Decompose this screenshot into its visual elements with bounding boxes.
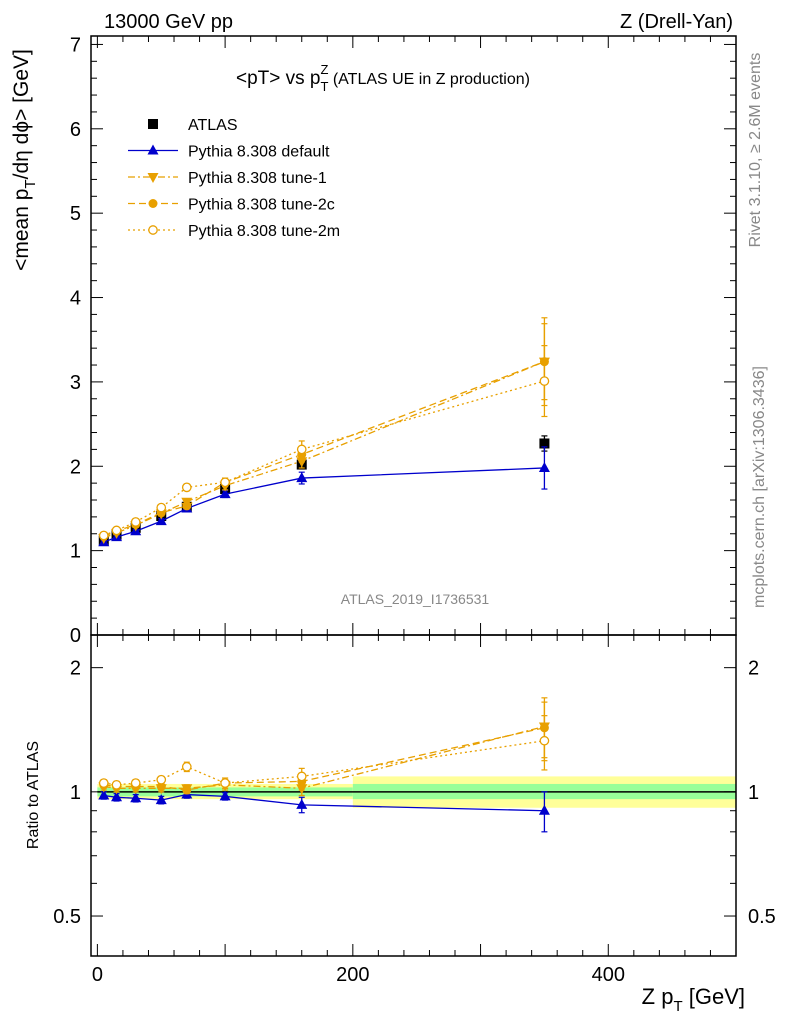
ratio-data-point: [181, 761, 192, 772]
main-data-point: [219, 488, 231, 499]
ratio-data-point: [219, 790, 231, 801]
legend-marker: [148, 199, 158, 208]
main-data-point: [296, 472, 308, 483]
main-series-2: [98, 317, 550, 544]
main-y-axis-label: <mean pT/dη dϕ> [GeV]: [10, 49, 39, 271]
main-series-line-1: [103, 467, 545, 543]
main-data-point: [111, 525, 122, 536]
main-y-tick-label: 4: [70, 288, 81, 310]
legend: ATLAS Pythia 8.308 default Pythia 8.308 tu…: [128, 117, 340, 240]
ratio-data-point: [130, 778, 141, 788]
main-data-point: [220, 477, 230, 488]
ratio-y-tick-label-left: 1: [70, 782, 81, 804]
ratio-plot-area: 0.5 0.5 1 1 2 2 0 200 400: [53, 634, 776, 986]
ratio-data-point: [156, 774, 167, 785]
collision-label: 13000 GeV pp: [104, 11, 233, 33]
main-data-point: [538, 461, 550, 472]
main-plot-title: <pT> vs pZ T (ATLAS UE in Z production): [236, 62, 530, 94]
main-series-line-2: [103, 361, 545, 539]
ratio-data-point: [538, 804, 550, 815]
x-tick-label: 400: [592, 964, 625, 986]
ratio-data-point: [98, 778, 109, 788]
analysis-watermark: ATLAS_2019_I1736531: [341, 591, 490, 607]
legend-marker: [148, 119, 158, 129]
main-y-tick-label: 0: [70, 625, 81, 647]
ratio-data-point: [296, 798, 308, 809]
main-series-line-3: [103, 361, 545, 537]
ratio-y-tick-label-right: 1: [748, 782, 759, 804]
legend-marker: [147, 173, 159, 183]
ratio-data-point: [155, 794, 167, 805]
ratio-data-point: [220, 778, 230, 788]
ratio-data-point: [539, 735, 550, 746]
main-data-point: [182, 501, 192, 511]
main-data-point: [181, 482, 192, 493]
ratio-plot-frame: [90, 634, 737, 957]
ratio-data-point: [111, 779, 122, 790]
legend-label: Pythia 8.308 tune-1: [188, 170, 327, 187]
rivet-version-label: Rivet 3.1.10, ≥ 2.6M events: [747, 53, 764, 248]
main-data-point: [98, 530, 109, 541]
ratio-data-point: [130, 792, 142, 803]
ratio-data-point: [296, 771, 307, 782]
x-tick-label: 200: [336, 964, 369, 986]
main-data-point: [155, 515, 167, 526]
main-data-point: [296, 444, 307, 455]
ratio-series-3: [98, 715, 550, 790]
main-data-point: [539, 376, 550, 386]
main-data-point: [539, 438, 550, 449]
ratio-y-axis-label: Ratio to ATLAS: [25, 741, 42, 849]
main-plot-area: 0 1 2 3 4 5 6 7: [70, 34, 737, 647]
ratio-y-tick-label-right: 2: [748, 658, 759, 680]
main-y-tick-label: 3: [70, 372, 81, 394]
ratio-series-0: [98, 788, 550, 833]
ratio-y-tick-label-right: 0.5: [748, 906, 776, 928]
main-data-point: [130, 517, 141, 527]
process-label: Z (Drell-Yan): [620, 11, 733, 33]
main-y-tick-label: 1: [70, 541, 81, 563]
main-series-line-4: [103, 380, 545, 537]
x-tick-label: 0: [92, 964, 103, 986]
ratio-y-tick-label-left: 2: [70, 658, 81, 680]
main-y-tick-label: 5: [70, 203, 81, 225]
legend-label: Pythia 8.308 tune-2m: [188, 223, 340, 240]
ratio-y-tick-label-left: 0.5: [53, 906, 81, 928]
legend-label: ATLAS: [188, 117, 238, 134]
main-series-4: [98, 345, 550, 541]
legend-marker: [147, 144, 159, 155]
ratio-data-point: [111, 791, 123, 802]
ratio-data-point: [182, 785, 192, 795]
main-data-point: [156, 502, 167, 513]
ratio-data-point: [98, 789, 110, 800]
legend-label: Pythia 8.308 default: [188, 144, 330, 161]
main-y-tick-label: 6: [70, 119, 81, 141]
main-y-tick-label: 7: [70, 34, 81, 56]
main-series-1: [98, 446, 550, 547]
x-axis-label: Z pT [GeV]: [642, 984, 745, 1015]
ratio-data-point: [156, 782, 166, 792]
main-y-tick-label: 2: [70, 456, 81, 478]
legend-marker: [148, 225, 158, 235]
legend-label: Pythia 8.308 tune-2c: [188, 197, 335, 214]
mcplots-label: mcplots.cern.ch [arXiv:1306.3436]: [751, 366, 768, 608]
main-series-3: [99, 323, 549, 541]
